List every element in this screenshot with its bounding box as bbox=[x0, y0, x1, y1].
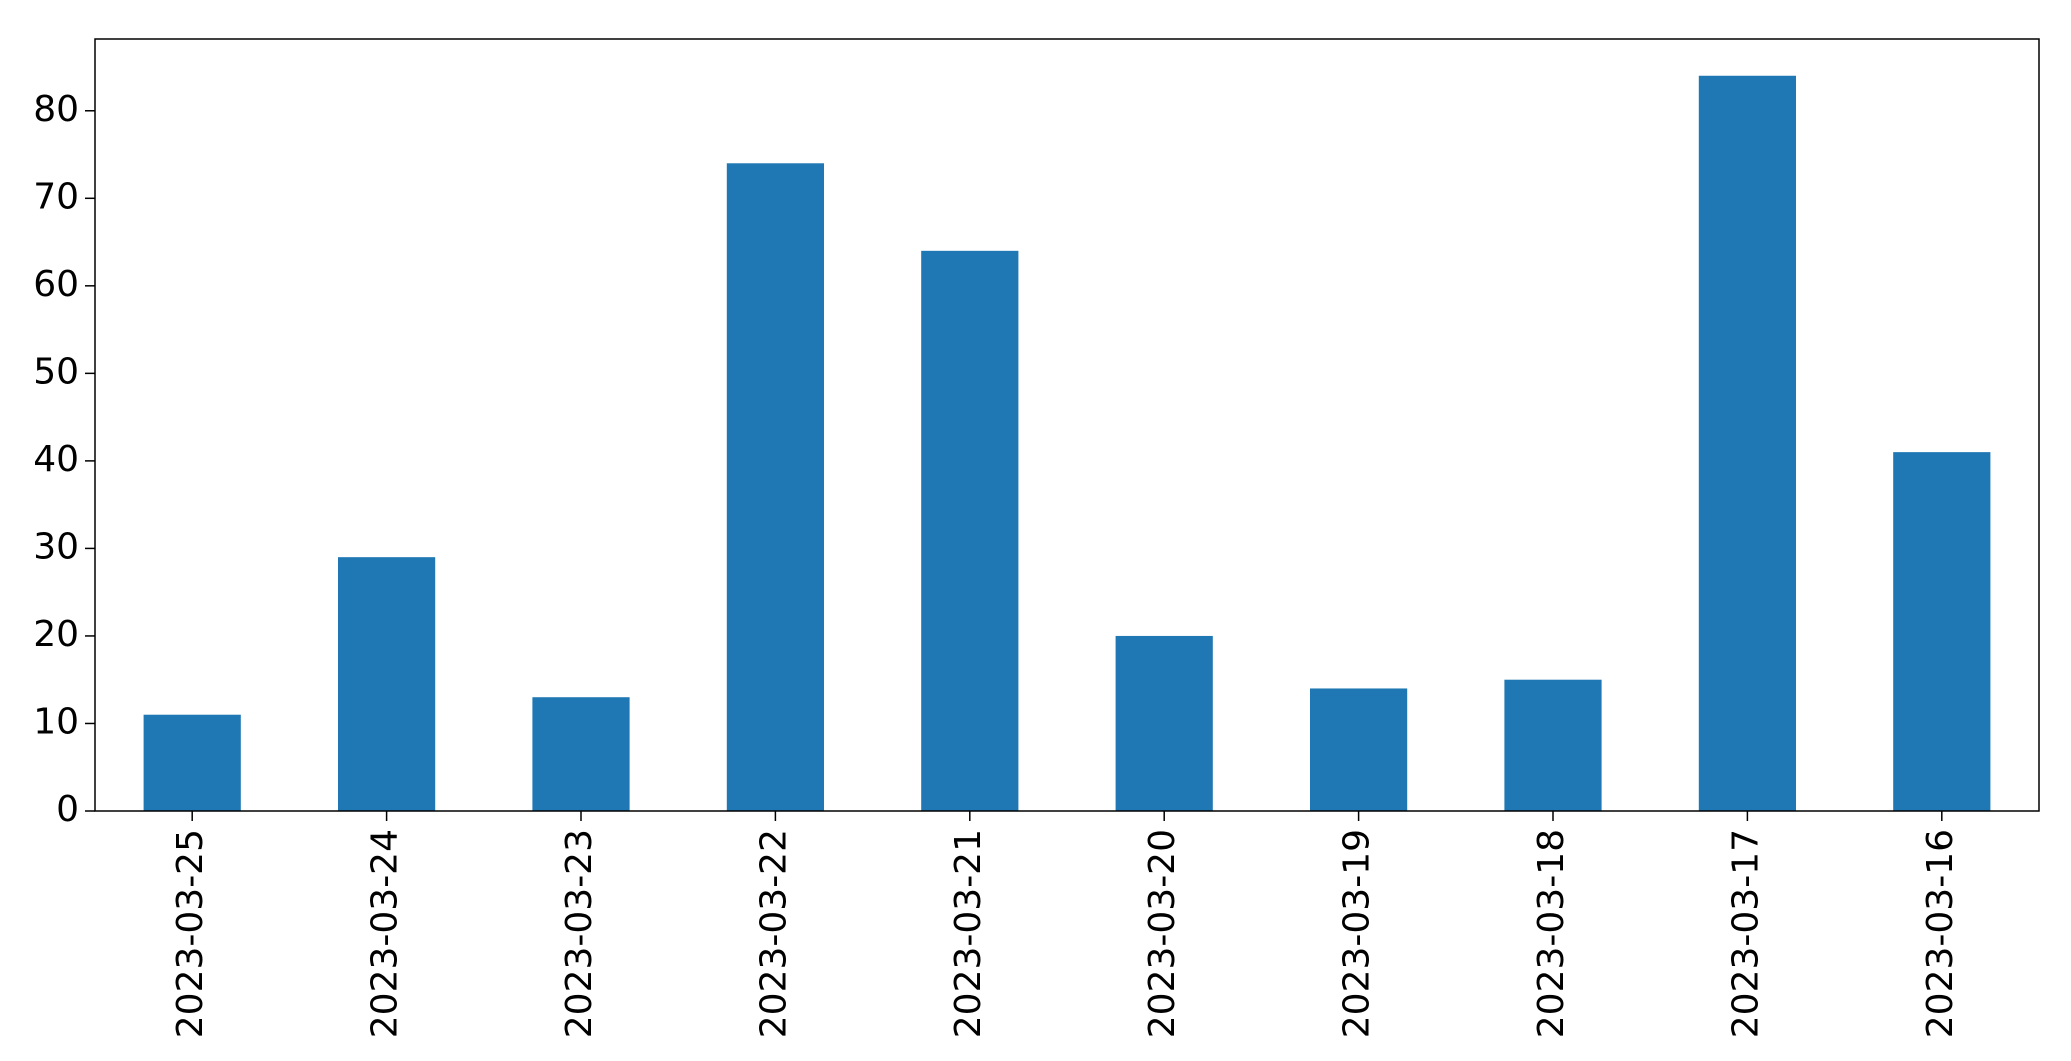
x-tick-label: 2023-03-18 bbox=[1531, 829, 1572, 1038]
y-tick-label: 50 bbox=[33, 351, 79, 392]
x-tick-label: 2023-03-22 bbox=[753, 829, 794, 1038]
y-tick-label: 40 bbox=[33, 439, 79, 480]
x-tick-label: 2023-03-16 bbox=[1920, 829, 1961, 1038]
y-tick-label: 0 bbox=[56, 789, 79, 830]
x-tick-label: 2023-03-25 bbox=[170, 829, 211, 1038]
y-tick-label: 10 bbox=[33, 701, 79, 742]
bar-2023-03-17 bbox=[1698, 75, 1796, 811]
y-tick-label: 30 bbox=[33, 526, 79, 567]
plot-area-frame bbox=[94, 38, 2040, 812]
y-tick-label: 20 bbox=[33, 614, 79, 655]
bar-series bbox=[143, 75, 1991, 811]
y-tick-label: 70 bbox=[33, 176, 79, 217]
x-tick-label: 2023-03-17 bbox=[1725, 829, 1766, 1038]
x-tick-label: 2023-03-21 bbox=[948, 829, 989, 1038]
bar-2023-03-21 bbox=[921, 250, 1019, 811]
x-tick-label: 2023-03-19 bbox=[1337, 829, 1378, 1038]
y-axis: 0 10 20 30 40 50 60 70 80 bbox=[33, 89, 95, 830]
bar-2023-03-20 bbox=[1115, 635, 1213, 811]
bar-2023-03-22 bbox=[726, 163, 824, 811]
bar-2023-03-16 bbox=[1893, 452, 1991, 811]
y-tick-label: 80 bbox=[33, 89, 79, 130]
bar-2023-03-24 bbox=[338, 557, 436, 811]
x-axis: 2023-03-25 2023-03-24 2023-03-23 2023-03-22… bbox=[170, 811, 1961, 1038]
bar-2023-03-18 bbox=[1504, 679, 1602, 811]
bar-2023-03-25 bbox=[143, 714, 241, 811]
x-tick-label: 2023-03-23 bbox=[559, 829, 600, 1038]
x-tick-label: 2023-03-24 bbox=[365, 829, 406, 1038]
bar-2023-03-23 bbox=[532, 697, 630, 811]
y-tick-label: 60 bbox=[33, 264, 79, 305]
bar-2023-03-19 bbox=[1310, 688, 1408, 811]
x-tick-label: 2023-03-20 bbox=[1142, 829, 1183, 1038]
